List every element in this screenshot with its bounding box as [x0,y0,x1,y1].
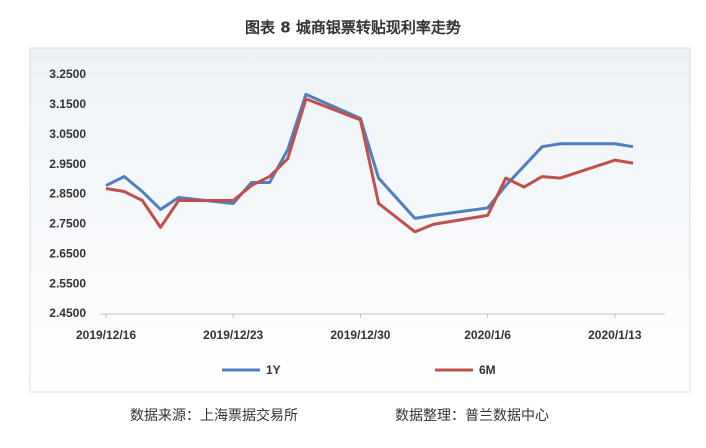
x-tick-label: 2019/12/16 [76,328,136,342]
y-tick-label: 2.4500 [49,306,86,320]
y-tick-label: 2.6500 [49,246,86,260]
y-tick-label: 2.8500 [49,187,86,201]
legend-label: 6M [479,363,496,377]
series-line [105,97,634,234]
x-tick-label: 2020/1/13 [588,328,642,342]
y-tick-label: 3.0500 [49,127,86,141]
chart-area [29,47,691,393]
chart-title: 图表 8 城商银票转贴现利率走势 [245,19,461,37]
y-tick-label: 3.2500 [49,67,86,81]
y-tick-label: 2.7500 [49,217,86,231]
y-tick-label: 2.5500 [49,276,86,290]
y-tick-label: 3.1500 [49,97,86,111]
legend-label: 1Y [266,363,281,377]
source: 数据来源：上海票据交易所 [130,407,298,424]
x-tick-label: 2019/12/23 [203,328,263,342]
x-tick-label: 2019/12/30 [330,328,390,342]
y-tick-label: 2.9500 [49,157,86,171]
x-tick-label: 2020/1/6 [464,328,511,342]
note: 数据整理：普兰数据中心 [395,408,549,424]
